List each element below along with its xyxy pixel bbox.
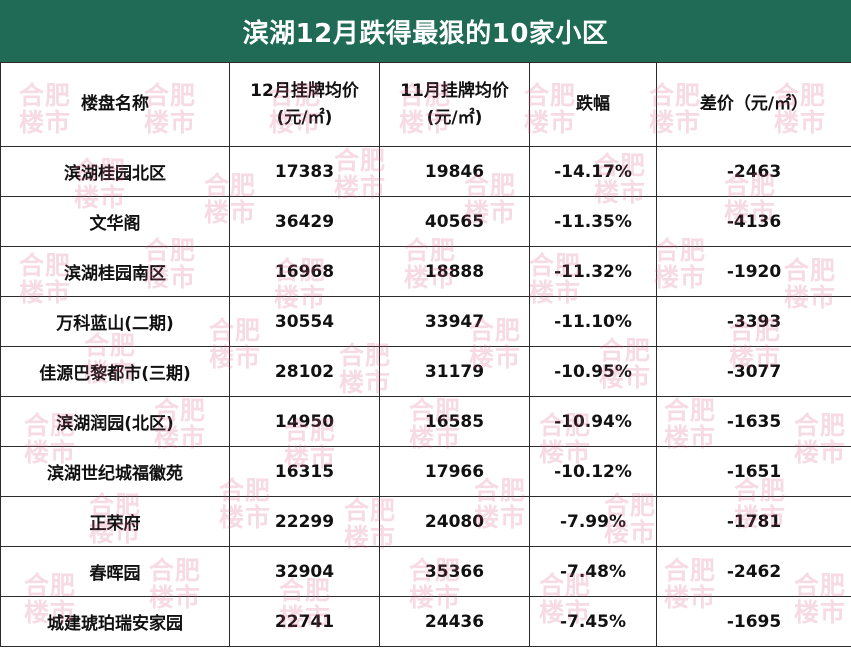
table-row: 佳源巴黎都市(三期) 28102 31179 -10.95% -3077 <box>0 346 851 397</box>
cell-diff: -1781 <box>656 496 851 547</box>
cell-dec-price: 14950 <box>229 396 380 447</box>
cell-diff: -1920 <box>656 246 851 297</box>
page-title: 滨湖12月跌得最狠的10家小区 <box>0 0 851 62</box>
cell-nov-price: 16585 <box>379 396 530 447</box>
cell-name: 万科蓝山(二期) <box>0 296 230 347</box>
table-row: 万科蓝山(二期) 30554 33947 -11.10% -3393 <box>0 296 851 347</box>
cell-name: 滨湖桂园北区 <box>0 146 230 197</box>
cell-dec-price: 22299 <box>229 496 380 547</box>
cell-diff: -1635 <box>656 396 851 447</box>
cell-dec-price: 36429 <box>229 196 380 247</box>
table-row: 滨湖润园(北区) 14950 16585 -10.94% -1635 <box>0 396 851 447</box>
cell-name: 正荣府 <box>0 496 230 547</box>
table-row: 文华阁 36429 40565 -11.35% -4136 <box>0 196 851 247</box>
cell-diff: -3077 <box>656 346 851 397</box>
cell-nov-price: 19846 <box>379 146 530 197</box>
cell-name: 城建琥珀瑞安家园 <box>0 596 230 647</box>
cell-dec-price: 30554 <box>229 296 380 347</box>
cell-nov-price: 24080 <box>379 496 530 547</box>
cell-dec-price: 16968 <box>229 246 380 297</box>
cell-nov-price: 17966 <box>379 446 530 497</box>
cell-change: -11.35% <box>529 196 657 247</box>
cell-change: -11.32% <box>529 246 657 297</box>
cell-dec-price: 28102 <box>229 346 380 397</box>
cell-change: -7.45% <box>529 596 657 647</box>
cell-change: -10.95% <box>529 346 657 397</box>
header-nov-price: 11月挂牌均价 (元/㎡) <box>379 62 530 147</box>
header-change: 跌幅 <box>529 62 657 147</box>
cell-change: -7.48% <box>529 546 657 597</box>
cell-name: 滨湖桂园南区 <box>0 246 230 297</box>
cell-change: -11.10% <box>529 296 657 347</box>
cell-nov-price: 40565 <box>379 196 530 247</box>
cell-dec-price: 16315 <box>229 446 380 497</box>
cell-name: 佳源巴黎都市(三期) <box>0 346 230 397</box>
cell-dec-price: 22741 <box>229 596 380 647</box>
cell-nov-price: 31179 <box>379 346 530 397</box>
cell-change: -14.17% <box>529 146 657 197</box>
cell-name: 滨湖润园(北区) <box>0 396 230 447</box>
cell-change: -10.12% <box>529 446 657 497</box>
cell-change: -7.99% <box>529 496 657 547</box>
header-name: 楼盘名称 <box>0 62 230 147</box>
cell-diff: -2462 <box>656 546 851 597</box>
cell-name: 文华阁 <box>0 196 230 247</box>
cell-dec-price: 32904 <box>229 546 380 597</box>
table-row: 春晖园 32904 35366 -7.48% -2462 <box>0 546 851 597</box>
cell-name: 滨湖世纪城福徽苑 <box>0 446 230 497</box>
cell-nov-price: 24436 <box>379 596 530 647</box>
price-table: 楼盘名称 12月挂牌均价 (元/㎡) 11月挂牌均价 (元/㎡) 跌幅 差价（元… <box>0 62 851 647</box>
cell-diff: -2463 <box>656 146 851 197</box>
cell-change: -10.94% <box>529 396 657 447</box>
table-row: 滨湖桂园北区 17383 19846 -14.17% -2463 <box>0 146 851 197</box>
header-dec-price: 12月挂牌均价 (元/㎡) <box>229 62 380 147</box>
cell-nov-price: 33947 <box>379 296 530 347</box>
cell-diff: -3393 <box>656 296 851 347</box>
table-row: 城建琥珀瑞安家园 22741 24436 -7.45% -1695 <box>0 596 851 647</box>
cell-diff: -1695 <box>656 596 851 647</box>
cell-nov-price: 35366 <box>379 546 530 597</box>
cell-diff: -4136 <box>656 196 851 247</box>
table-row: 滨湖世纪城福徽苑 16315 17966 -10.12% -1651 <box>0 446 851 497</box>
header-diff: 差价（元/㎡） <box>656 62 851 147</box>
table-row: 正荣府 22299 24080 -7.99% -1781 <box>0 496 851 547</box>
cell-diff: -1651 <box>656 446 851 497</box>
cell-name: 春晖园 <box>0 546 230 597</box>
table-header-row: 楼盘名称 12月挂牌均价 (元/㎡) 11月挂牌均价 (元/㎡) 跌幅 差价（元… <box>0 62 851 147</box>
cell-nov-price: 18888 <box>379 246 530 297</box>
cell-dec-price: 17383 <box>229 146 380 197</box>
table-row: 滨湖桂园南区 16968 18888 -11.32% -1920 <box>0 246 851 297</box>
